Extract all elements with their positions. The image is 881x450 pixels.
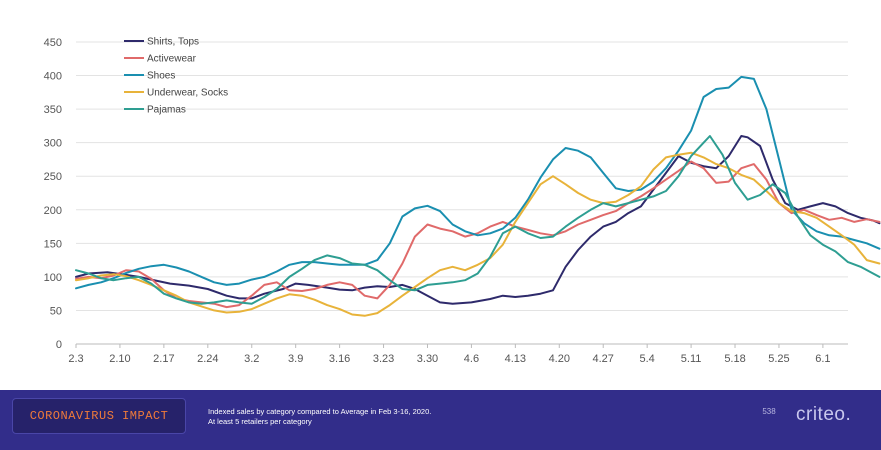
x-axis-labels: 2.3 2.10 2.17 2.24 3.2 3.9 3.16 3.23 3.30 4.6 4.13…	[68, 353, 830, 365]
y-tick-label-450: 450	[44, 37, 62, 49]
x-tick-label-7: 3.23	[373, 353, 394, 365]
x-tick-label-16: 5.25	[768, 353, 789, 365]
legend-label-0: Shirts, Tops	[147, 37, 199, 48]
y-tick-label-50: 50	[50, 305, 62, 317]
y-tick-label-400: 400	[44, 71, 62, 83]
criteo-logo: criteo.	[796, 404, 852, 425]
x-tick-label-2: 2.17	[153, 353, 174, 365]
caption-line-1: Indexed sales by category compared to Av…	[208, 407, 432, 416]
x-tick-label-1: 2.10	[109, 353, 130, 365]
x-tick-label-17: 6.1	[815, 353, 830, 365]
x-tick-label-0: 2.3	[68, 353, 83, 365]
x-tick-label-11: 4.20	[549, 353, 570, 365]
x-tick-label-3: 2.24	[197, 353, 218, 365]
y-tick-label-200: 200	[44, 205, 62, 217]
page-number: 538	[762, 407, 776, 416]
y-tick-label-0: 0	[56, 339, 62, 351]
y-tick-label-100: 100	[44, 272, 62, 284]
y-axis-labels: 0 50 100 150 200 250 300 350 400 450	[44, 37, 62, 351]
series-lines	[75, 75, 881, 317]
chart-caption: Indexed sales by category compared to Av…	[208, 407, 431, 427]
x-tick-label-15: 5.18	[724, 353, 745, 365]
series-line-4	[75, 135, 881, 305]
footer-bar: CORONAVIRUS IMPACT Indexed sales by cate…	[0, 390, 881, 450]
x-tick-label-6: 3.16	[329, 353, 350, 365]
legend-label-1: Activewear	[147, 54, 197, 65]
x-tick-label-5: 3.9	[288, 353, 303, 365]
caption-line-2: At least 5 retailers per category	[208, 417, 312, 426]
x-tick-label-10: 4.13	[505, 353, 526, 365]
y-tick-label-300: 300	[44, 138, 62, 150]
x-tick-label-9: 4.6	[464, 353, 479, 365]
legend-label-2: Shoes	[147, 71, 175, 82]
gridlines	[76, 41, 848, 311]
y-tick-label-250: 250	[44, 171, 62, 183]
x-axis	[75, 343, 848, 348]
legend-label-3: Underwear, Socks	[147, 88, 228, 99]
line-chart: 0 50 100 150 200 250 300 350 400 450 2.3 2.10 2.17 2…	[44, 37, 881, 365]
x-tick-label-4: 3.2	[244, 353, 259, 365]
legend-label-4: Pajamas	[147, 105, 186, 116]
y-tick-label-350: 350	[44, 104, 62, 116]
series-line-2	[75, 75, 881, 290]
x-tick-label-13: 5.4	[640, 353, 655, 365]
legend: Shirts, Tops Activewear Shoes Underwear, So…	[124, 37, 228, 116]
series-line-0	[75, 135, 881, 305]
x-tick-label-8: 3.30	[417, 353, 438, 365]
coronavirus-impact-badge: CORONAVIRUS IMPACT	[12, 398, 186, 434]
y-tick-label-150: 150	[44, 238, 62, 250]
series-line-3	[75, 151, 881, 317]
x-tick-label-14: 5.11	[681, 353, 702, 365]
x-tick-label-12: 4.27	[593, 353, 614, 365]
